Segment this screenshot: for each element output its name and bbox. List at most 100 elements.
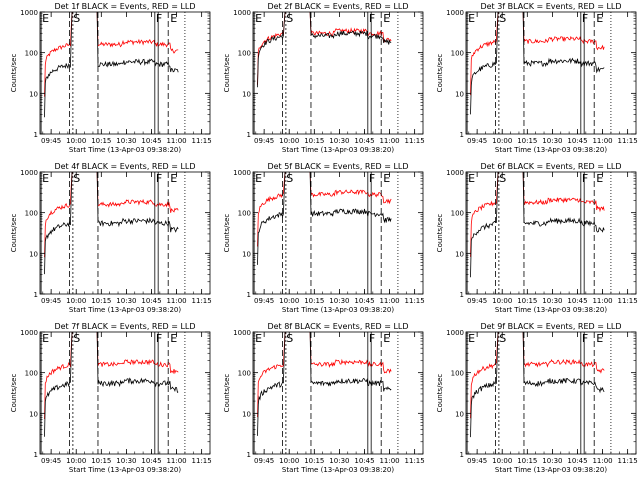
marker-label: E — [596, 12, 603, 25]
x-tick-label: 10:15 — [91, 137, 111, 145]
y-tick-label: 10 — [242, 410, 251, 418]
panel-det-4: Det 4f BLACK = Events, RED = LLD 1 10 100 10… — [10, 162, 212, 314]
series-events-line — [257, 12, 392, 88]
x-tick-label: 11:00 — [592, 457, 612, 465]
y-tick-label: 1 — [247, 291, 251, 299]
y-tick-label: 1 — [460, 131, 464, 139]
x-tick-label: 09:45 — [254, 457, 274, 465]
x-tick-label: 10:00 — [66, 457, 86, 465]
plot-area — [253, 332, 399, 454]
y-tick-label: 100 — [238, 210, 251, 218]
x-tick-label: 10:30 — [116, 457, 136, 465]
plot-frame — [465, 331, 637, 455]
marker-label: E — [255, 332, 262, 345]
marker-label: S — [286, 172, 293, 185]
x-tick-label: 11:00 — [166, 457, 186, 465]
chart-title: Det 8f BLACK = Events, RED = LLD — [267, 322, 408, 331]
marker-label: E — [383, 332, 390, 345]
marker-label: F — [156, 332, 162, 345]
x-tick-label: 10:30 — [329, 457, 349, 465]
series-events-line — [44, 172, 179, 275]
marker-label: F — [369, 332, 375, 345]
series-lld-line — [44, 172, 179, 258]
x-tick-label: 10:45 — [354, 297, 374, 305]
marker-label: S — [73, 172, 80, 185]
x-axis-label: Start Time (13-Apr-03 09:38:20) — [69, 306, 181, 314]
marker-label: E — [383, 172, 390, 185]
x-tick-label: 10:30 — [542, 297, 562, 305]
marker-label: F — [582, 332, 588, 345]
series-lld-line — [257, 12, 392, 85]
series-lld-line — [470, 332, 605, 419]
chart-title: Det 7f BLACK = Events, RED = LLD — [54, 322, 195, 331]
series-events-line — [257, 332, 392, 436]
marker-label: S — [499, 172, 506, 185]
series-lld-line — [44, 332, 179, 420]
x-tick-label: 10:15 — [517, 137, 537, 145]
x-tick-label: 11:15 — [618, 457, 638, 465]
x-tick-label: 11:15 — [405, 137, 425, 145]
x-tick-label: 10:15 — [91, 457, 111, 465]
x-tick-label: 09:45 — [467, 137, 487, 145]
y-tick-label: 100 — [238, 50, 251, 58]
y-tick-label: 10 — [29, 250, 38, 258]
x-tick-label: 10:15 — [517, 457, 537, 465]
marker-label: E — [255, 12, 262, 25]
marker-label: S — [286, 12, 293, 25]
marker-label: E — [468, 332, 475, 345]
x-tick-label: 09:45 — [467, 457, 487, 465]
y-tick-label: 1 — [34, 451, 38, 459]
x-tick-label: 10:15 — [304, 297, 324, 305]
y-tick-label: 100 — [238, 370, 251, 378]
x-tick-label: 10:00 — [492, 457, 512, 465]
x-tick-label: 10:45 — [141, 297, 161, 305]
x-tick-label: 10:45 — [567, 137, 587, 145]
plot-area — [253, 172, 399, 294]
chart-title: Det 5f BLACK = Events, RED = LLD — [267, 162, 408, 171]
marker-label: E — [170, 12, 177, 25]
x-tick-label: 10:00 — [279, 137, 299, 145]
plot-frame — [252, 331, 424, 455]
x-tick-label: 10:00 — [66, 297, 86, 305]
chart-title: Det 3f BLACK = Events, RED = LLD — [480, 2, 621, 11]
marker-label: E — [42, 332, 49, 345]
series-lld-line — [470, 172, 605, 257]
series-events-line — [44, 12, 179, 118]
marker-label: E — [596, 172, 603, 185]
panel-det-6: Det 6f BLACK = Events, RED = LLD 1 10 100 10… — [436, 162, 638, 314]
x-tick-label: 10:45 — [141, 137, 161, 145]
x-tick-label: 11:00 — [379, 457, 399, 465]
x-tick-label: 11:00 — [379, 297, 399, 305]
marker-label: E — [255, 172, 262, 185]
plot-area — [40, 332, 186, 454]
x-tick-label: 11:00 — [166, 297, 186, 305]
x-tick-label: 10:30 — [116, 297, 136, 305]
plot-area — [466, 172, 612, 294]
y-tick-label: 1000 — [446, 329, 464, 337]
y-tick-label: 100 — [451, 210, 464, 218]
y-tick-label: 1 — [34, 131, 38, 139]
y-tick-label: 100 — [451, 50, 464, 58]
y-tick-label: 10 — [29, 410, 38, 418]
panel-det-7: Det 7f BLACK = Events, RED = LLD 1 10 100 10… — [10, 322, 212, 474]
plot-frame — [252, 11, 424, 135]
x-tick-label: 11:15 — [192, 297, 212, 305]
x-tick-label: 11:15 — [405, 297, 425, 305]
plot-frame — [39, 171, 211, 295]
plot-frame — [39, 11, 211, 135]
y-tick-label: 10 — [455, 90, 464, 98]
marker-label: F — [156, 12, 162, 25]
x-tick-label: 10:45 — [567, 457, 587, 465]
series-lld-line — [257, 332, 392, 418]
x-tick-label: 11:15 — [405, 457, 425, 465]
y-tick-label: 10 — [455, 250, 464, 258]
y-tick-label: 10 — [242, 250, 251, 258]
x-tick-label: 10:30 — [116, 137, 136, 145]
marker-label: E — [170, 332, 177, 345]
plot-frame — [252, 171, 424, 295]
y-tick-label: 1000 — [20, 329, 38, 337]
x-tick-label: 10:15 — [304, 137, 324, 145]
marker-label: S — [286, 332, 293, 345]
x-axis-label: Start Time (13-Apr-03 09:38:20) — [282, 466, 394, 474]
x-tick-label: 10:30 — [329, 137, 349, 145]
